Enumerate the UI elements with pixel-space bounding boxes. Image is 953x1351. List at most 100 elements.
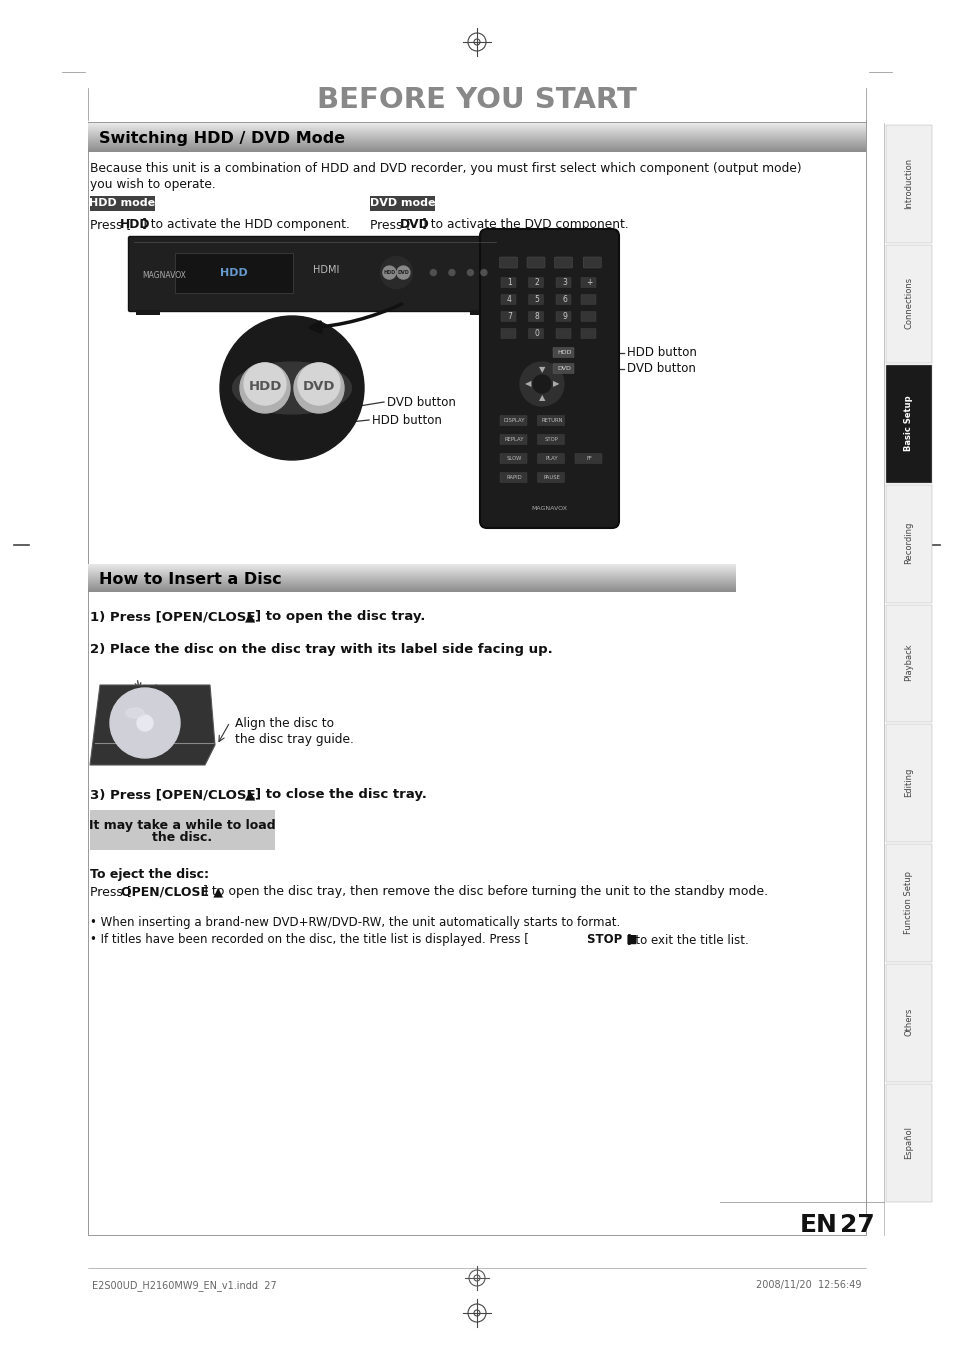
Text: 1) Press [OPEN/CLOSE: 1) Press [OPEN/CLOSE [90, 611, 260, 623]
Text: E2S00UD_H2160MW9_EN_v1.indd  27: E2S00UD_H2160MW9_EN_v1.indd 27 [91, 1279, 276, 1292]
Bar [470, 309, 494, 315]
Text: STOP ■: STOP ■ [586, 934, 637, 946]
Text: PLAY: PLAY [545, 457, 558, 461]
Circle shape [430, 270, 436, 276]
Text: ▲: ▲ [538, 393, 545, 403]
Bar [88, 120, 865, 1235]
Ellipse shape [233, 362, 351, 413]
Text: DVD: DVD [557, 366, 571, 372]
Text: 3) Press [OPEN/CLOSE: 3) Press [OPEN/CLOSE [90, 788, 260, 801]
Bar [370, 196, 435, 211]
Text: Introduction: Introduction [903, 157, 913, 208]
Bar [885, 844, 931, 962]
FancyBboxPatch shape [553, 347, 574, 358]
Text: Press [: Press [ [370, 218, 411, 231]
Bar [885, 1084, 931, 1202]
Text: 8: 8 [534, 312, 538, 322]
Text: PAUSE: PAUSE [543, 476, 559, 480]
Circle shape [220, 316, 364, 459]
Text: DISPLAY: DISPLAY [503, 417, 525, 423]
FancyBboxPatch shape [556, 312, 571, 322]
Text: • If titles have been recorded on the disc, the title list is displayed. Press [: • If titles have been recorded on the di… [90, 934, 528, 946]
FancyBboxPatch shape [537, 473, 564, 482]
FancyBboxPatch shape [582, 257, 600, 267]
FancyBboxPatch shape [580, 277, 596, 288]
Circle shape [137, 715, 152, 731]
Text: MAGNAVOX: MAGNAVOX [531, 507, 567, 512]
Text: ▼: ▼ [538, 366, 545, 374]
Text: 2) Place the disc on the disc tray with its label side facing up.: 2) Place the disc on the disc tray with … [90, 643, 552, 657]
Circle shape [297, 363, 339, 405]
Text: ] to exit the title list.: ] to exit the title list. [626, 934, 748, 946]
Text: 2008/11/20  12:56:49: 2008/11/20 12:56:49 [756, 1279, 862, 1290]
Text: ▶: ▶ [552, 380, 558, 389]
FancyBboxPatch shape [499, 416, 526, 426]
FancyBboxPatch shape [580, 328, 596, 339]
Circle shape [519, 362, 563, 407]
Text: FF: FF [586, 457, 592, 461]
Text: 9: 9 [561, 312, 566, 322]
Bar [885, 724, 931, 842]
Text: How to Insert a Disc: How to Insert a Disc [99, 571, 281, 586]
Text: Others: Others [903, 1008, 913, 1036]
FancyBboxPatch shape [479, 230, 618, 528]
Text: Español: Español [903, 1125, 913, 1159]
Bar [174, 253, 294, 293]
Text: 1: 1 [507, 278, 512, 286]
Text: DVD: DVD [397, 270, 409, 276]
Text: HDMI: HDMI [313, 265, 339, 276]
Text: +: + [586, 278, 592, 286]
Text: DVD: DVD [399, 218, 429, 231]
FancyBboxPatch shape [554, 257, 572, 267]
Bar [885, 485, 931, 603]
Text: 2: 2 [534, 278, 538, 286]
Text: ] to open the disc tray, then remove the disc before turning the unit to the sta: ] to open the disc tray, then remove the… [203, 885, 767, 898]
Text: HDD: HDD [248, 381, 281, 393]
FancyBboxPatch shape [528, 295, 543, 304]
Text: 3: 3 [561, 278, 566, 286]
Bar [136, 309, 160, 315]
Text: Because this unit is a combination of HDD and DVD recorder, you must first selec: Because this unit is a combination of HD… [90, 162, 801, 176]
Text: ] to activate the HDD component.: ] to activate the HDD component. [142, 218, 350, 231]
Circle shape [533, 376, 551, 393]
Circle shape [240, 363, 290, 413]
Circle shape [480, 270, 486, 276]
FancyBboxPatch shape [528, 312, 543, 322]
FancyBboxPatch shape [528, 277, 543, 288]
Ellipse shape [126, 708, 144, 717]
Text: Connections: Connections [903, 277, 913, 328]
Text: Press [: Press [ [90, 218, 131, 231]
Circle shape [244, 363, 286, 405]
Bar [90, 196, 154, 211]
Text: DVD mode: DVD mode [370, 199, 435, 208]
Text: you wish to operate.: you wish to operate. [90, 178, 215, 190]
Text: Basic Setup: Basic Setup [903, 394, 913, 450]
FancyBboxPatch shape [556, 328, 571, 339]
Text: Press [: Press [ [90, 885, 132, 898]
Text: To eject the disc:: To eject the disc: [90, 867, 209, 881]
Bar [885, 245, 931, 363]
FancyBboxPatch shape [580, 295, 596, 304]
Text: HDD: HDD [557, 350, 571, 355]
Text: DVD: DVD [302, 381, 335, 393]
FancyBboxPatch shape [500, 328, 516, 339]
Text: MAGNAVOX: MAGNAVOX [142, 272, 186, 281]
FancyBboxPatch shape [500, 295, 516, 304]
Text: Switching HDD / DVD Mode: Switching HDD / DVD Mode [99, 131, 345, 146]
Text: EN: EN [800, 1213, 837, 1238]
Circle shape [467, 270, 473, 276]
Bar [885, 604, 931, 723]
Text: RAPID: RAPID [506, 476, 521, 480]
Text: Recording: Recording [903, 521, 913, 563]
Text: • When inserting a brand-new DVD+RW/DVD-RW, the unit automatically starts to for: • When inserting a brand-new DVD+RW/DVD-… [90, 916, 619, 929]
Polygon shape [90, 685, 214, 765]
Text: STOP: STOP [544, 436, 558, 442]
Text: ] to close the disc tray.: ] to close the disc tray. [254, 788, 426, 801]
Text: the disc tray guide.: the disc tray guide. [234, 734, 354, 746]
FancyBboxPatch shape [528, 328, 543, 339]
FancyBboxPatch shape [499, 454, 526, 463]
Circle shape [380, 257, 412, 289]
FancyBboxPatch shape [553, 363, 574, 373]
FancyBboxPatch shape [575, 454, 601, 463]
Text: Align the disc to: Align the disc to [234, 717, 334, 730]
